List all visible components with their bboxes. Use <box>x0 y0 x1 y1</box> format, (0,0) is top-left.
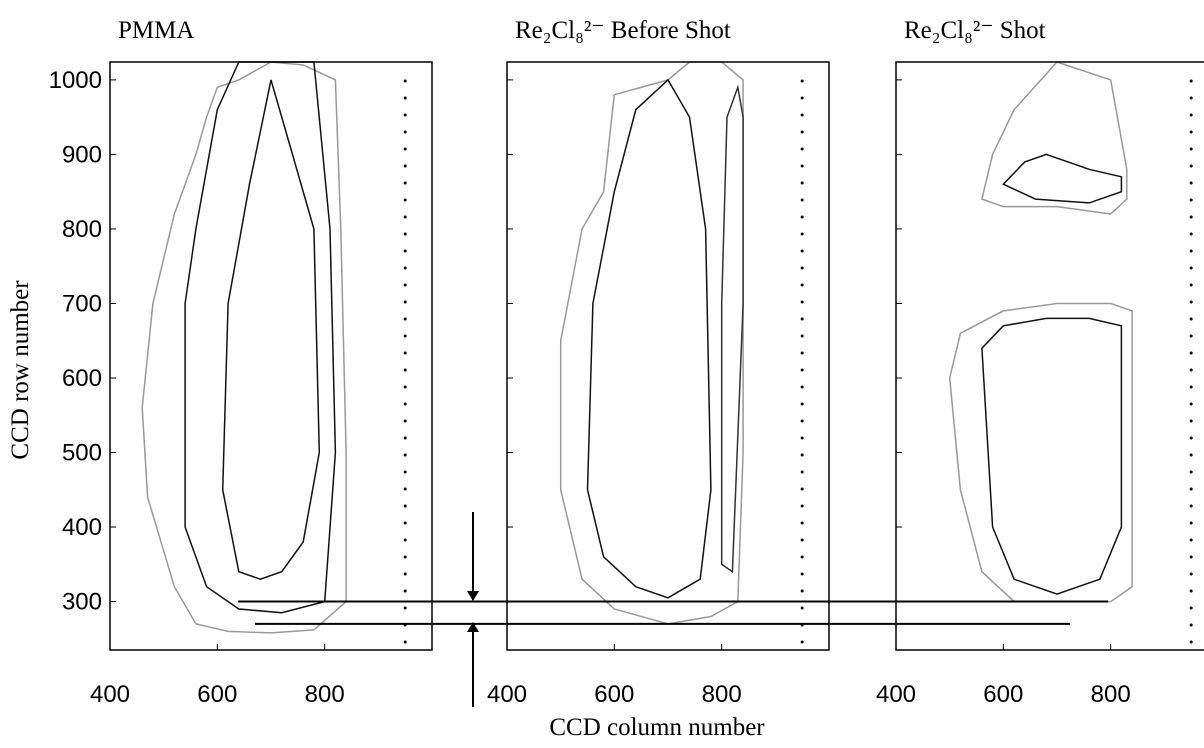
contour-line <box>981 61 1128 215</box>
x-tick-label: 600 <box>594 681 634 708</box>
x-tick-label: 800 <box>702 681 742 708</box>
x-tick-label: 800 <box>1091 681 1131 708</box>
contour-line <box>720 84 744 574</box>
y-tick-label: 900 <box>62 141 102 168</box>
contour-line <box>981 317 1123 595</box>
contour-line <box>586 78 712 599</box>
contour-line <box>1002 153 1123 204</box>
panel-title: Re₂Cl₈²⁻ Shot <box>904 17 1046 44</box>
x-tick-label: 400 <box>876 681 916 708</box>
panel-title: Re₂Cl₈²⁻ Before Shot <box>515 17 731 44</box>
y-tick-label: 500 <box>62 440 102 467</box>
y-axis-label: CCD row number <box>7 280 34 460</box>
x-tick-label: 400 <box>487 681 527 708</box>
contour-line <box>948 302 1133 603</box>
contour-line <box>184 61 337 614</box>
y-tick-label: 1000 <box>49 67 102 94</box>
x-axis-label: CCD column number <box>549 714 765 741</box>
y-tick-label: 300 <box>62 589 102 616</box>
contour-line <box>141 61 347 634</box>
y-tick-label: 400 <box>62 514 102 541</box>
y-tick-label: 700 <box>62 290 102 317</box>
contour-line <box>221 79 321 580</box>
x-tick-label: 400 <box>90 681 130 708</box>
x-tick-label: 600 <box>197 681 237 708</box>
plot-frame <box>895 61 1204 651</box>
panel-title: PMMA <box>118 17 194 44</box>
x-tick-label: 600 <box>983 681 1023 708</box>
y-tick-label: 600 <box>62 365 102 392</box>
contour-line <box>559 61 744 625</box>
x-tick-label: 800 <box>305 681 345 708</box>
plot-frame <box>506 61 830 651</box>
plot-frame <box>109 61 433 651</box>
y-tick-label: 800 <box>62 216 102 243</box>
